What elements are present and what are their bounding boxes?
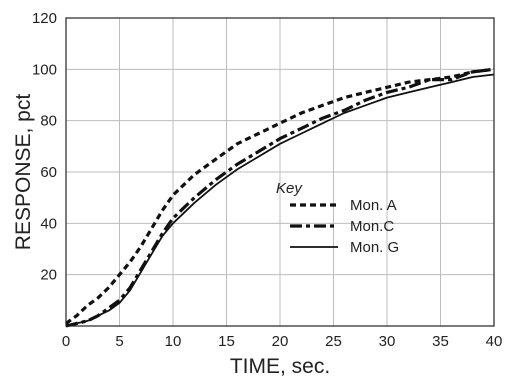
y-tick-label: 60 (40, 164, 57, 181)
y-tick-label: 120 (32, 10, 57, 27)
x-tick-label: 0 (62, 333, 70, 350)
x-tick-label: 20 (272, 333, 289, 350)
series-line-1 (65, 67, 495, 325)
series-line-3 (65, 73, 495, 327)
x-tick-label: 5 (115, 333, 123, 350)
y-axis-label: RESPONSE, pct (12, 94, 35, 251)
legend-entry: Mon. G (350, 239, 399, 256)
legend-entry: Mon. A (350, 197, 397, 214)
x-axis-label: TIME, sec. (230, 355, 330, 378)
x-tick-label: 30 (379, 333, 396, 350)
x-tick-label: 15 (218, 333, 235, 350)
legend-entry: Mon.C (350, 218, 394, 235)
y-tick-label: 40 (40, 215, 57, 232)
legend: Key Mon. A Mon.C Mon. G (276, 180, 399, 256)
plot-frame (65, 17, 495, 327)
y-tick-label: 20 (40, 267, 57, 284)
y-axis-ticks: 20 40 60 80 100 120 (32, 10, 57, 284)
x-tick-label: 10 (165, 333, 182, 350)
y-tick-label: 80 (40, 113, 57, 130)
series-lines (65, 67, 495, 328)
x-tick-label: 25 (325, 333, 342, 350)
x-tick-label: 40 (486, 333, 503, 350)
grid (66, 18, 494, 326)
y-tick-label: 100 (32, 61, 57, 78)
x-tick-label: 35 (432, 333, 449, 350)
legend-title: Key (276, 180, 303, 197)
x-axis-ticks: 0 5 10 15 20 25 30 35 40 (62, 333, 503, 350)
series-line-2 (65, 67, 495, 328)
